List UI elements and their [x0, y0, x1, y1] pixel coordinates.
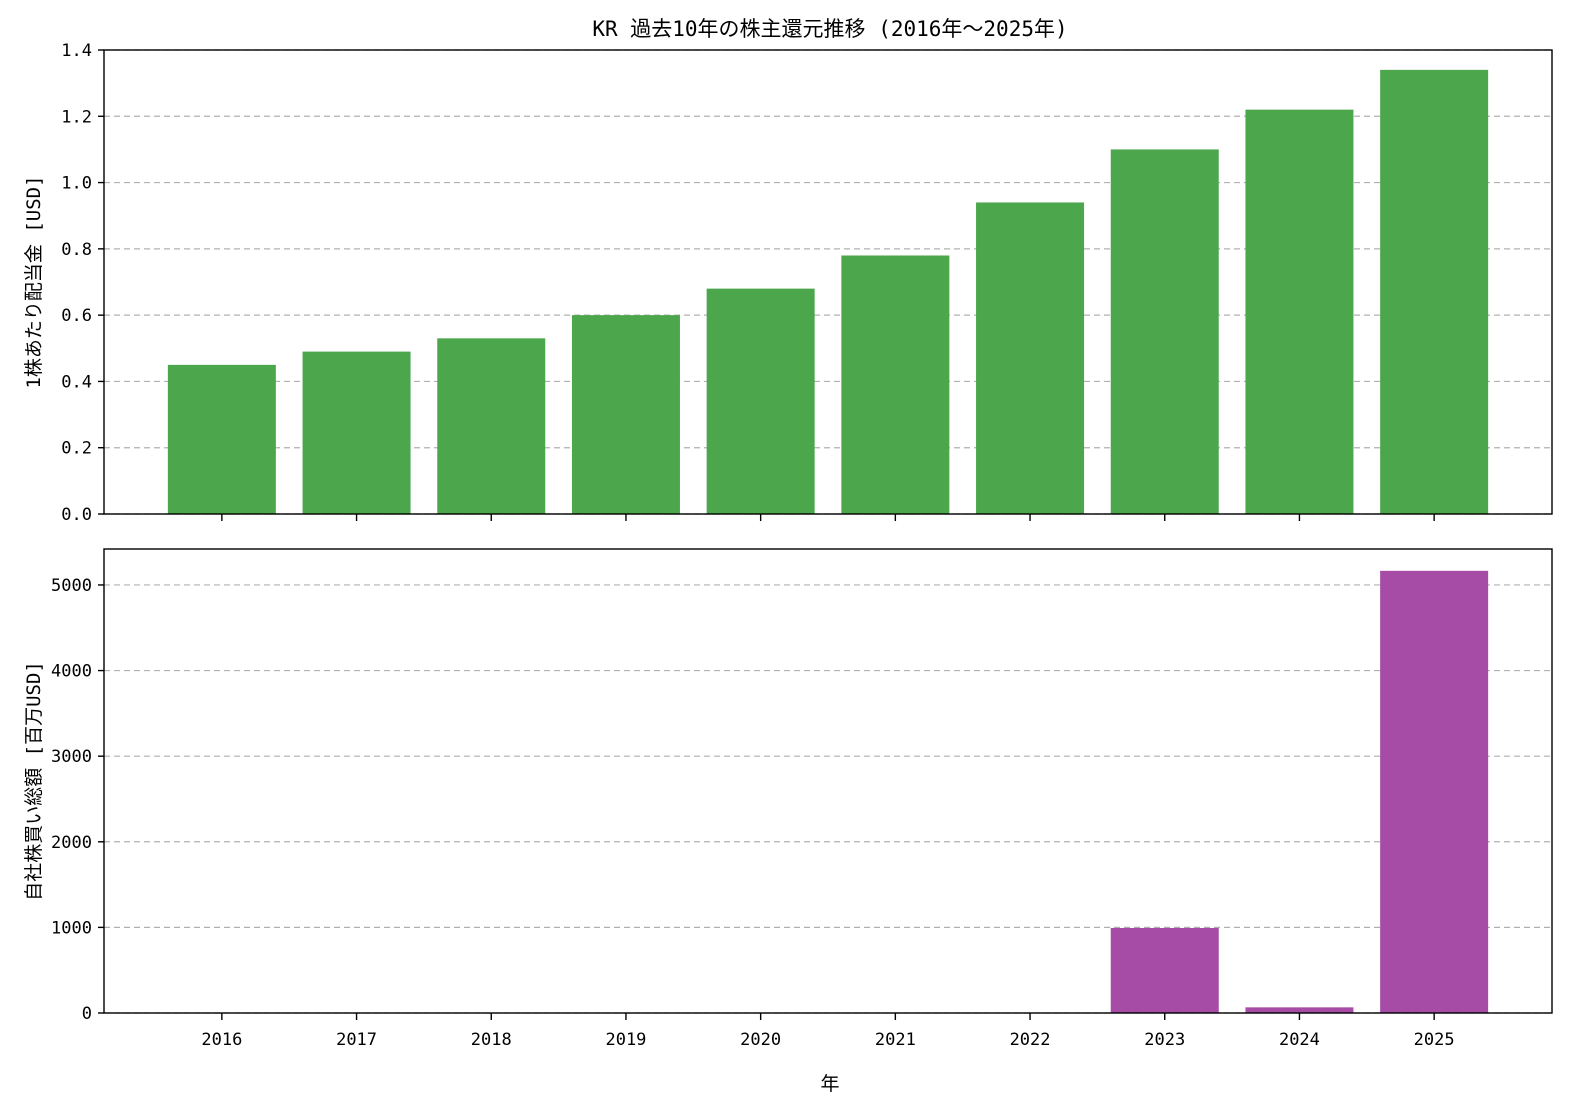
buyback-bar-2024 — [1245, 1007, 1354, 1013]
dividend-y-tick-label: 1.2 — [61, 107, 92, 127]
buyback-x-tick-label: 2019 — [605, 1030, 646, 1050]
buyback-x-tick-label: 2020 — [740, 1030, 781, 1050]
dividend-y-tick-label: 0.4 — [61, 372, 92, 392]
dividend-bar-2018 — [437, 338, 546, 514]
dividend-bar-2017 — [302, 351, 411, 514]
dividend-bar-2016 — [167, 364, 276, 514]
buyback-panel: 0 1000 2000 3000 4000 5000 2016 2017 2018 2019 202… — [23, 548, 1553, 1050]
chart-title: KR 過去10年の株主還元推移 (2016年〜2025年) — [592, 17, 1067, 41]
dividend-y-tick-label: 0.8 — [61, 240, 92, 260]
buyback-x-tick-label: 2024 — [1279, 1030, 1320, 1050]
buyback-y-tick-label: 4000 — [51, 662, 92, 682]
dividend-y-axis-label: 1株あたり配当金 [USD] — [23, 175, 45, 388]
buyback-x-tick-label: 2018 — [471, 1030, 512, 1050]
buyback-y-axis-label: 自社株買い総額 [百万USD] — [23, 661, 45, 901]
dividend-y-tick-label: 0.6 — [61, 306, 92, 326]
buyback-y-tick-label: 1000 — [51, 918, 92, 938]
buyback-axes-frame — [103, 548, 1553, 1014]
dividend-y-tick-label: 0.0 — [61, 505, 92, 525]
dividend-panel: 0.0 0.2 0.4 0.6 0.8 1.0 1.2 1.4 1株あたり配当金 [USD] — [23, 41, 1553, 525]
buyback-y-tick-label: 0 — [82, 1004, 92, 1024]
dividend-bar-2023 — [1110, 149, 1219, 514]
dividend-bar-2019 — [571, 315, 680, 514]
dividend-y-tick-label: 1.0 — [61, 174, 92, 194]
dividend-bar-2021 — [841, 255, 950, 514]
buyback-bar-2023 — [1110, 927, 1219, 1013]
buyback-x-tick-label: 2022 — [1010, 1030, 1051, 1050]
buyback-y-tick-label: 3000 — [51, 747, 92, 767]
buyback-x-tick-label: 2017 — [336, 1030, 377, 1050]
dividend-y-tick-label: 0.2 — [61, 439, 92, 459]
dividend-y-tick-label: 1.4 — [61, 41, 92, 61]
dividend-bar-2022 — [976, 202, 1085, 514]
x-axis-label: 年 — [820, 1073, 839, 1095]
buyback-y-tick-label: 5000 — [51, 576, 92, 596]
buyback-x-tick-label: 2025 — [1414, 1030, 1455, 1050]
dividend-axes-frame — [103, 49, 1553, 515]
buyback-y-tick-label: 2000 — [51, 833, 92, 853]
buyback-x-tick-label: 2023 — [1144, 1030, 1185, 1050]
buyback-x-tick-label: 2016 — [201, 1030, 242, 1050]
buyback-bar-2025 — [1380, 570, 1489, 1013]
dividend-bar-2024 — [1245, 109, 1354, 515]
dividend-bar-2020 — [706, 288, 815, 514]
buyback-x-tick-label: 2021 — [875, 1030, 916, 1050]
dividend-bar-2025 — [1380, 69, 1489, 514]
